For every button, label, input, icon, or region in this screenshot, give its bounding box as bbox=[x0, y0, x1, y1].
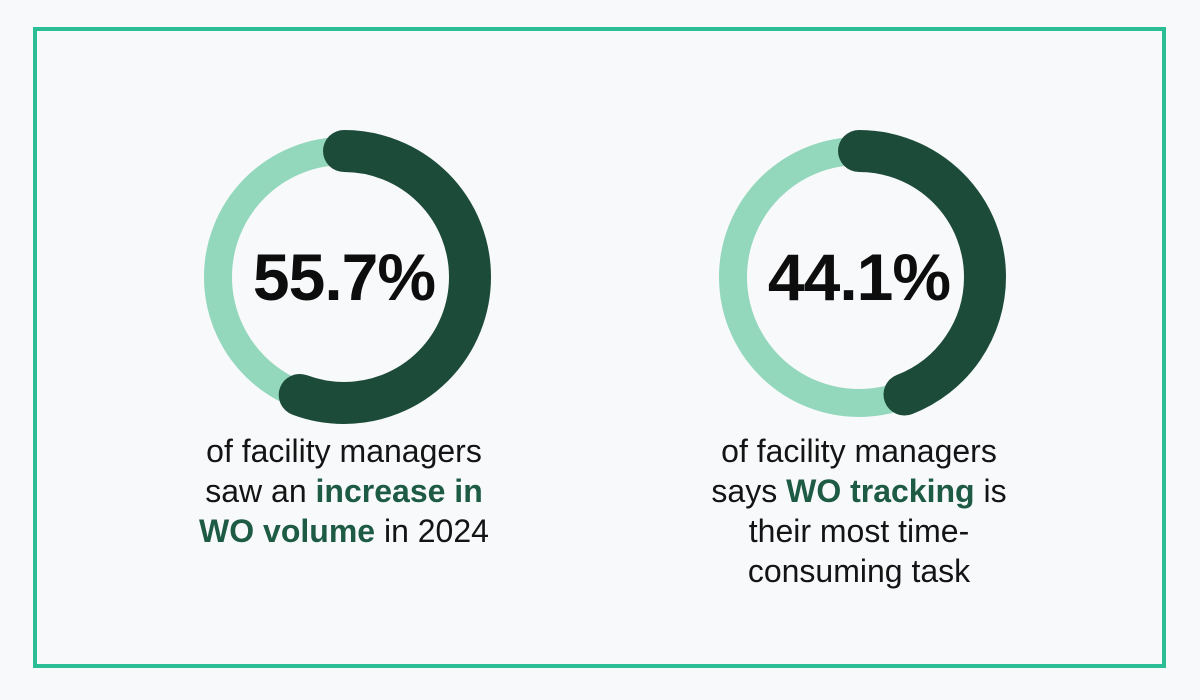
donut-value-arc bbox=[712, 130, 1006, 424]
caption-accent-text: WO volume bbox=[199, 513, 376, 549]
donut-svg bbox=[197, 130, 491, 424]
caption-accent-text: increase in bbox=[315, 473, 483, 509]
stat-card-wo-volume: 55.7% of facility managers saw an increas… bbox=[164, 127, 524, 551]
percent-label: 55.7% bbox=[252, 240, 436, 314]
caption-line: consuming task bbox=[679, 551, 1039, 591]
stat-card-wo-tracking: 44.1% of facility managers says WO tracki… bbox=[679, 127, 1039, 591]
caption-line: saw an increase in bbox=[164, 471, 524, 511]
caption-text: is bbox=[974, 473, 1007, 509]
caption-text: saw an bbox=[205, 473, 316, 509]
caption-line: of facility managers bbox=[164, 431, 524, 471]
caption-text: says bbox=[711, 473, 787, 509]
donut-chart-wo-volume: 55.7% bbox=[194, 127, 494, 427]
donut-chart-wo-tracking: 44.1% bbox=[709, 127, 1009, 427]
border-frame bbox=[33, 27, 1166, 668]
donut-value-arc bbox=[197, 130, 491, 424]
caption-text: their most time- bbox=[748, 513, 970, 549]
percent-label: 44.1% bbox=[767, 240, 951, 314]
caption-line: their most time- bbox=[679, 511, 1039, 551]
caption-text: consuming task bbox=[747, 553, 971, 589]
caption-line: WO volume in 2024 bbox=[164, 511, 524, 551]
caption-text: in 2024 bbox=[375, 513, 489, 549]
caption-text: of facility managers bbox=[206, 433, 482, 469]
caption-text: of facility managers bbox=[721, 433, 997, 469]
caption-accent-text: WO tracking bbox=[786, 473, 975, 509]
stat-caption-wo-tracking: of facility managers says WO tracking is t… bbox=[679, 431, 1039, 591]
donut-svg bbox=[712, 130, 1006, 424]
caption-line: of facility managers bbox=[679, 431, 1039, 471]
stat-caption-wo-volume: of facility managers saw an increase in WO… bbox=[164, 431, 524, 551]
caption-line: says WO tracking is bbox=[679, 471, 1039, 511]
